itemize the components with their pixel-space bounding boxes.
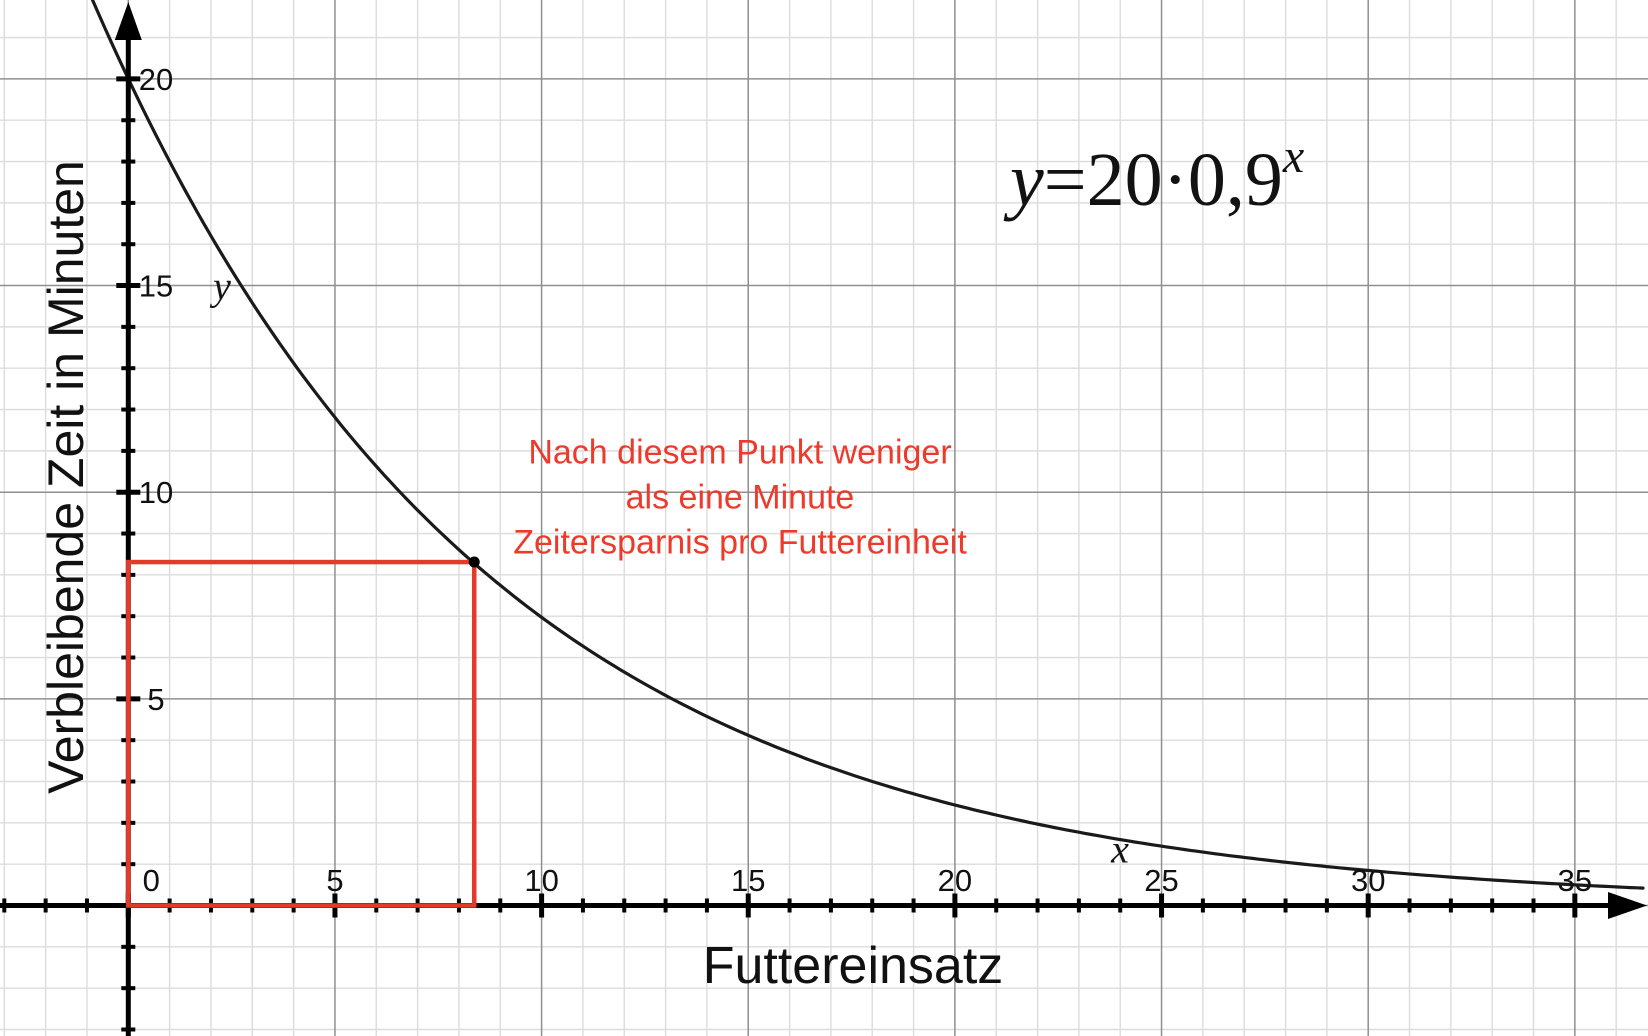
x-axis-title: Futtereinsatz xyxy=(702,937,1004,995)
formula-exponent: x xyxy=(1282,130,1305,183)
x-tick-label: 25 xyxy=(1144,863,1178,898)
highlight-rectangle xyxy=(126,559,477,908)
curve-label-x: x xyxy=(1111,826,1129,872)
x-tick-label: 5 xyxy=(326,863,343,898)
formula-body: =20·0,9 xyxy=(1043,138,1283,222)
annotation-line-2: als eine Minute xyxy=(625,478,855,517)
x-tick-label: 15 xyxy=(731,863,765,898)
annotation-line-3: Zeitersparnis pro Futtereinheit xyxy=(513,523,967,562)
function-formula: y=20·0,9x xyxy=(1010,133,1304,219)
x-tick-label: 35 xyxy=(1558,863,1592,898)
y-tick-label: 20 xyxy=(139,62,173,97)
annotation-line-1: Nach diesem Punkt weniger xyxy=(528,433,952,472)
x-axis-arrow-icon xyxy=(1608,892,1647,919)
x-tick-label: 30 xyxy=(1351,863,1385,898)
highlight-point xyxy=(468,556,480,568)
y-tick-label: 15 xyxy=(139,269,173,304)
curve-label-y: y xyxy=(213,263,231,309)
y-tick-label: 10 xyxy=(139,475,173,510)
annotation-text: Nach diesem Punkt weniger als eine Minut… xyxy=(513,431,967,566)
function-curve xyxy=(90,0,1645,890)
y-axis-title: Verbleibende Zeit in Minuten xyxy=(38,160,94,794)
x-tick-label: 0 xyxy=(143,863,160,898)
x-tick-label: 20 xyxy=(938,863,972,898)
x-tick-label: 10 xyxy=(524,863,558,898)
y-axis-arrow-icon xyxy=(114,2,142,40)
y-tick-label: 5 xyxy=(147,682,164,717)
formula-lhs: y xyxy=(1010,138,1044,222)
